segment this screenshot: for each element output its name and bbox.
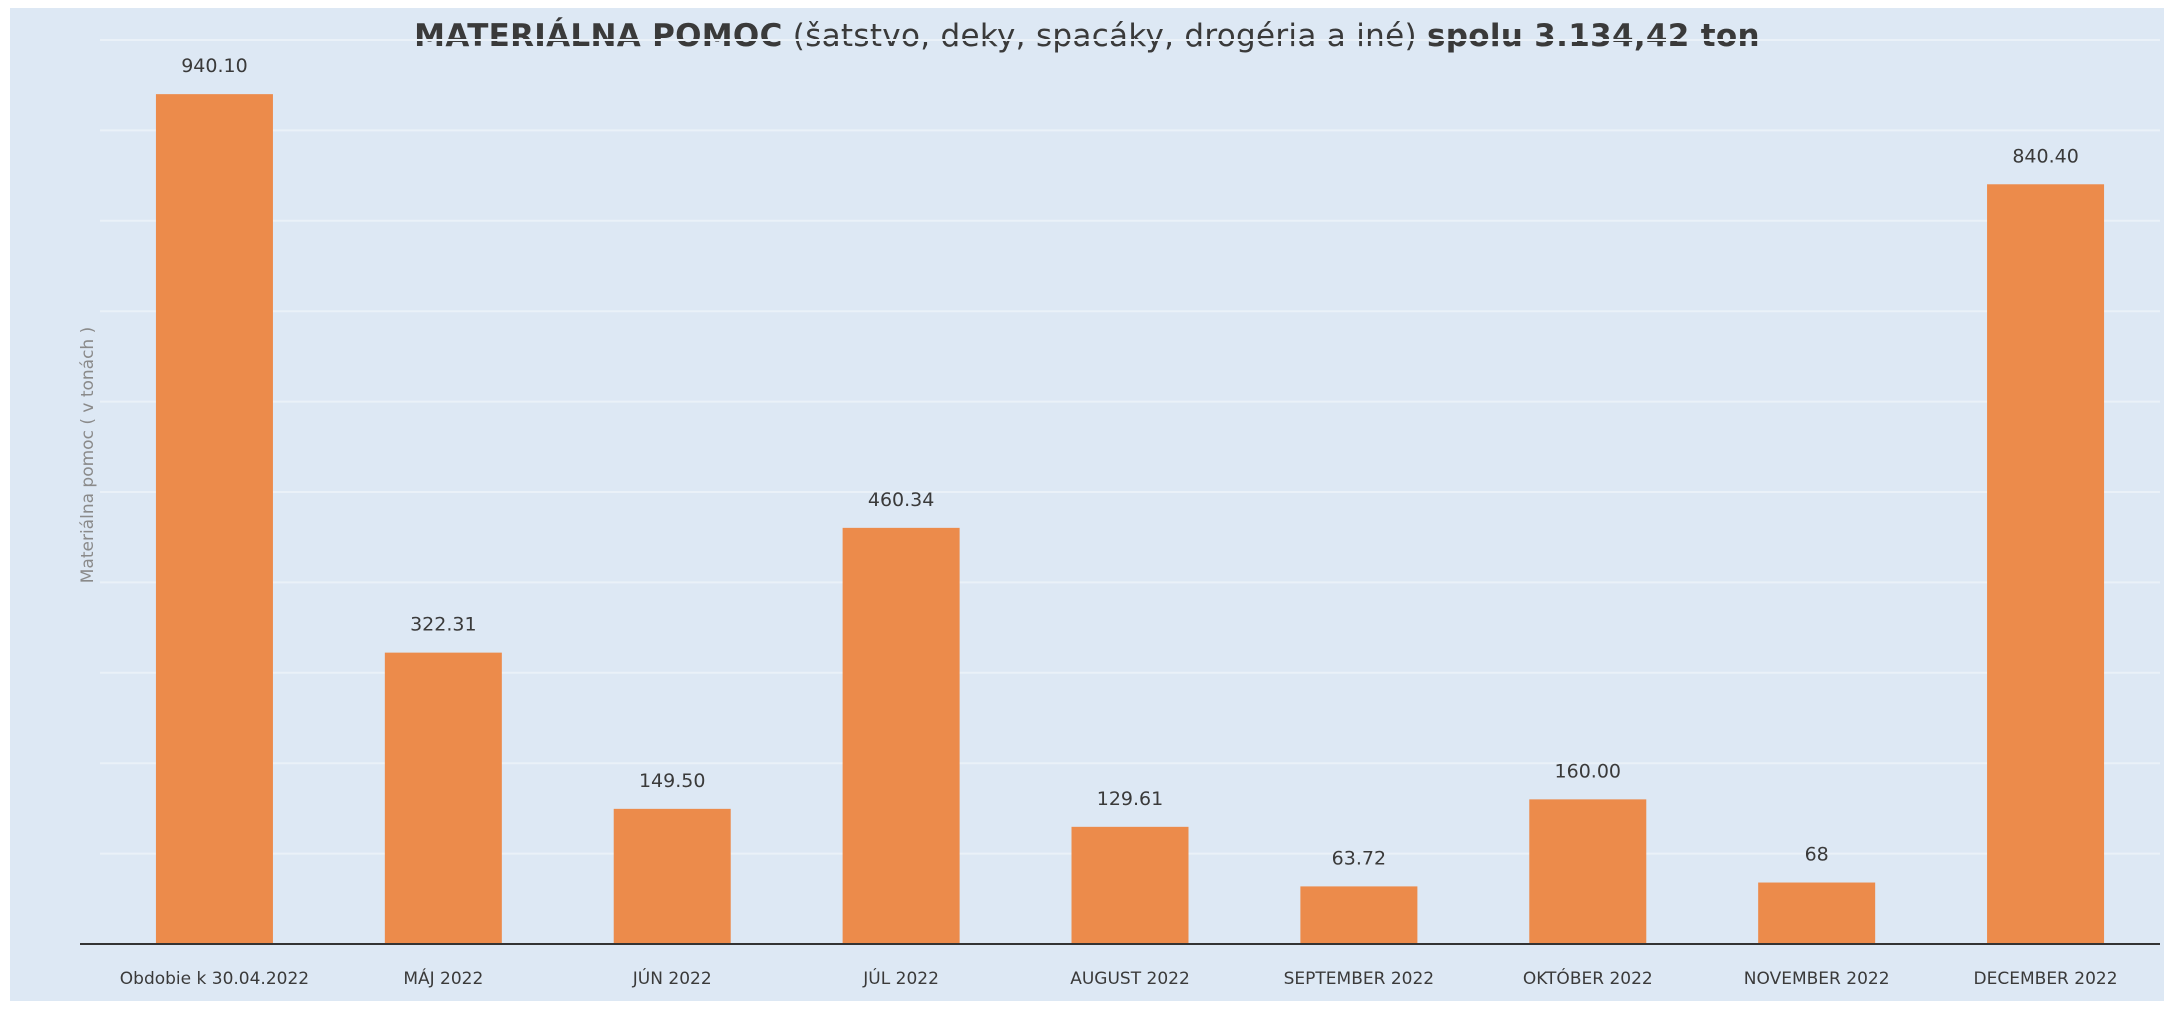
chart-title-bold-suffix: spolu 3.134,42 ton [1427, 18, 1760, 54]
bar [1300, 886, 1418, 944]
x-tick-label: JÚN 2022 [632, 967, 712, 989]
x-tick-label: JÚL 2022 [862, 967, 939, 989]
data-label: 160.00 [1555, 760, 1621, 782]
x-tick-label: SEPTEMBER 2022 [1284, 969, 1434, 989]
bar [1758, 882, 1876, 944]
bar [155, 94, 273, 944]
bar [1987, 184, 2105, 945]
bar [842, 527, 960, 944]
chart-title: MATERIÁLNA POMOC (šatstvo, deky, spacáky… [0, 18, 2174, 54]
data-label: 460.34 [868, 489, 934, 511]
x-tick-label: Obdobie k 30.04.2022 [120, 969, 309, 989]
data-label: 68 [1805, 844, 1829, 866]
chart-title-bold-prefix: MATERIÁLNA POMOC [414, 18, 783, 54]
data-label: 149.50 [639, 770, 705, 792]
x-tick-label: MÁJ 2022 [403, 967, 483, 989]
bar [1071, 826, 1189, 944]
data-label: 63.72 [1332, 847, 1386, 869]
chart-title-normal: (šatstvo, deky, spacáky, drogéria a iné) [782, 18, 1428, 54]
x-tick-label: DECEMBER 2022 [1974, 969, 2118, 989]
data-label: 940.10 [181, 55, 247, 77]
x-tick-label: OKTÓBER 2022 [1523, 967, 1653, 989]
bar [384, 652, 502, 944]
x-tick-label: AUGUST 2022 [1070, 969, 1190, 989]
data-label: 322.31 [410, 614, 476, 636]
data-label: 129.61 [1097, 788, 1163, 810]
x-tick-label: NOVEMBER 2022 [1744, 969, 1890, 989]
data-label: 840.40 [2012, 145, 2078, 167]
bar [613, 808, 731, 944]
bar [1529, 799, 1647, 944]
